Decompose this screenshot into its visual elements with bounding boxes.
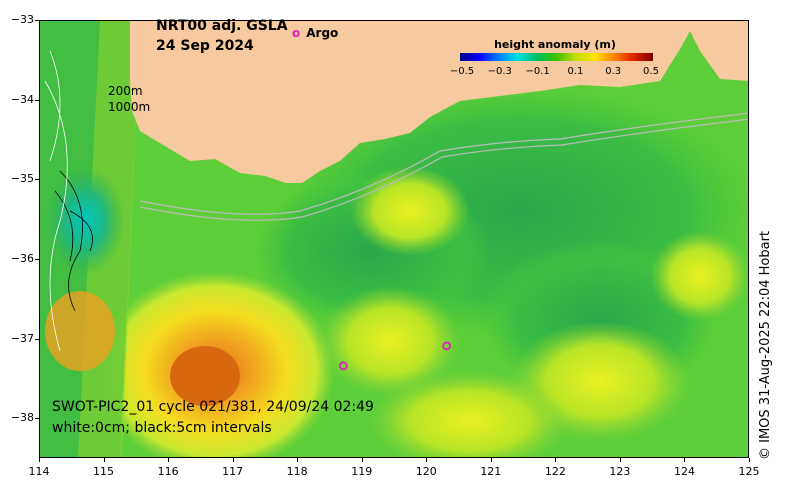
x-tick-mark <box>490 458 492 462</box>
y-tick-label: −34 <box>10 92 34 106</box>
y-tick-mark <box>35 418 39 420</box>
land-south-australia <box>130 21 748 183</box>
anomaly-high-northcentral <box>350 166 470 256</box>
y-tick-label: −37 <box>10 331 34 345</box>
colorbar-tick-label: −0.3 <box>487 66 512 77</box>
anomaly-high-east <box>650 231 748 321</box>
depth-label-1000m: 1000m <box>108 100 151 114</box>
x-tick-mark <box>684 458 686 462</box>
x-tick-mark <box>168 458 170 462</box>
y-tick-mark <box>35 20 39 21</box>
x-tick-label: 117 <box>222 465 244 478</box>
map-title: NRT00 adj. GSLA <box>156 18 288 34</box>
argo-legend-label: Argo <box>306 26 339 40</box>
y-tick-label: −38 <box>10 411 34 425</box>
colorbar-tick-label: 0.3 <box>605 66 622 77</box>
x-tick-mark <box>749 458 750 462</box>
swot-contours <box>54 170 93 312</box>
isobath-1000m <box>139 118 748 221</box>
y-tick-mark <box>35 99 39 101</box>
sea-level-anomaly-map <box>40 21 748 457</box>
x-tick-label: 124 <box>673 465 695 478</box>
x-tick-mark <box>426 458 428 462</box>
x-tick-label: 116 <box>157 465 179 478</box>
x-tick-label: 114 <box>28 465 50 478</box>
x-tick-mark <box>619 458 621 462</box>
y-tick-mark <box>35 338 39 340</box>
x-tick-mark <box>297 458 299 462</box>
colorbar-tick-label: 0.1 <box>567 66 584 77</box>
x-tick-label: 118 <box>286 465 308 478</box>
y-tick-label: −35 <box>10 172 34 186</box>
x-tick-label: 123 <box>609 465 631 478</box>
colorbar-tick-label: −0.5 <box>449 66 475 77</box>
isobath-200m <box>139 112 748 215</box>
map-panel <box>39 20 749 458</box>
x-tick-label: 122 <box>544 465 566 478</box>
y-tick-mark <box>35 179 39 181</box>
anomaly-high-central <box>320 286 460 396</box>
argo-legend: o Argo <box>292 26 338 40</box>
anomaly-high-south <box>370 371 570 457</box>
swot-zero-contours <box>44 50 68 352</box>
imos-credit: © IMOS 31-Aug-2025 22:04 Hobart <box>758 230 773 460</box>
argo-float-layer <box>338 341 452 371</box>
x-tick-label: 119 <box>351 465 373 478</box>
x-tick-label: 121 <box>480 465 502 478</box>
x-tick-label: 125 <box>738 465 760 478</box>
argo-float-marker[interactable] <box>442 341 452 351</box>
x-tick-mark <box>232 458 234 462</box>
colorbar-title: height anomaly (m) <box>494 38 616 51</box>
argo-legend-symbol: o <box>292 26 301 40</box>
x-tick-mark <box>103 458 105 462</box>
map-date: 24 Sep 2024 <box>156 38 254 54</box>
x-tick-label: 120 <box>415 465 437 478</box>
x-tick-label: 115 <box>93 465 115 478</box>
colorbar-tick-label: 0.5 <box>643 66 659 77</box>
depth-label-200m: 200m <box>108 84 143 98</box>
x-tick-mark <box>555 458 557 462</box>
x-tick-mark <box>39 458 40 462</box>
x-tick-mark <box>361 458 363 462</box>
argo-float-marker[interactable] <box>338 361 348 371</box>
y-tick-label: −36 <box>10 251 34 265</box>
colorbar <box>460 53 653 61</box>
colorbar-tick-label: −0.1 <box>525 66 550 77</box>
y-tick-label: −33 <box>10 13 34 26</box>
swot-warm-feature <box>45 291 115 371</box>
warm-core-eddy-centre <box>170 346 240 406</box>
y-tick-mark <box>35 258 39 260</box>
swot-caption: SWOT-PIC2_01 cycle 021/381, 24/09/24 02:… <box>52 399 374 415</box>
contour-legend: white:0cm; black:5cm intervals <box>52 420 272 436</box>
